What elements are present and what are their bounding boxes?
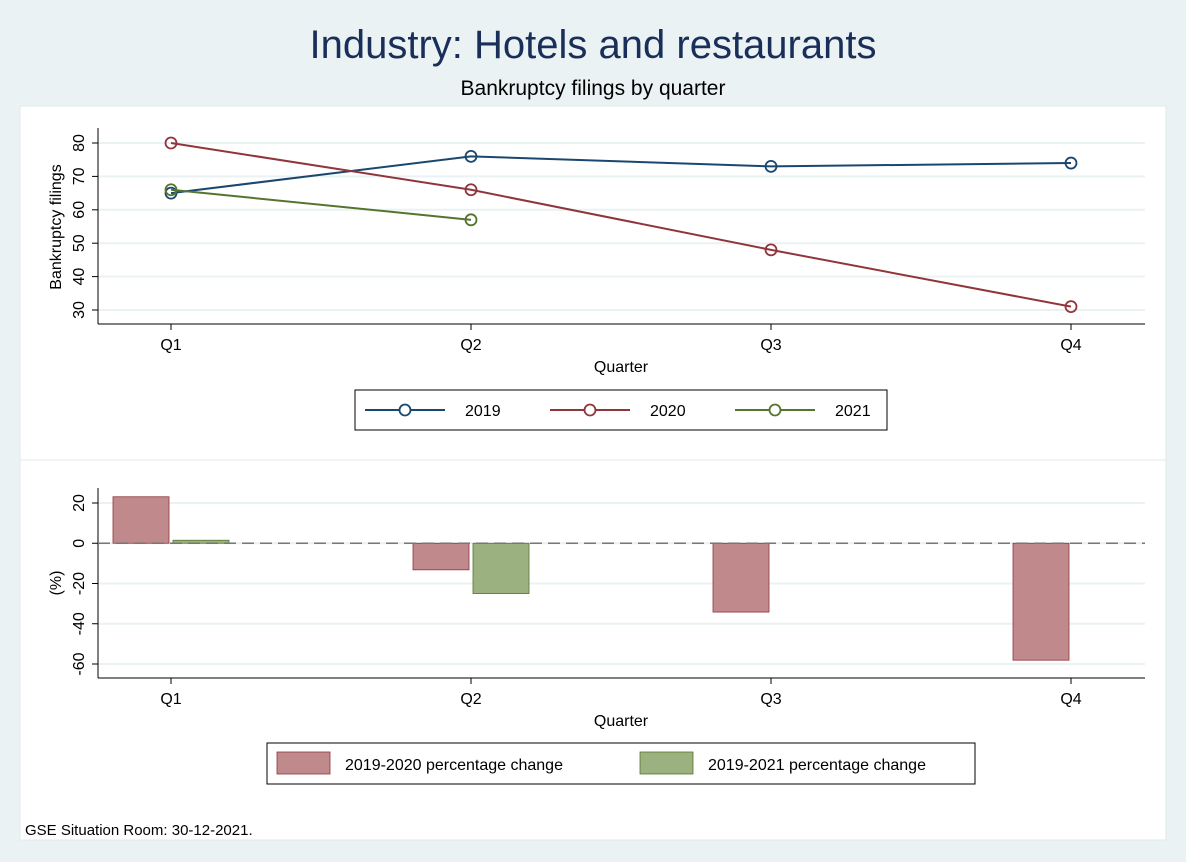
y-tick-label: 20 [71, 494, 88, 512]
x-tick-label: Q1 [160, 691, 181, 708]
data-point-2021 [464, 213, 478, 227]
y-tick-label: 50 [71, 234, 88, 252]
data-point-2020 [164, 136, 178, 150]
footer-note: GSE Situation Room: 30-12-2021. [25, 822, 253, 839]
data-point-2019 [1064, 156, 1078, 170]
series-line-2020 [170, 142, 1072, 308]
legend-label: 2021 [835, 403, 871, 420]
data-point-2019 [764, 159, 778, 173]
legend-label: 2019-2020 percentage change [345, 757, 563, 774]
y-tick-label: 30 [71, 301, 88, 319]
y-axis-title: Bankruptcy filings [48, 164, 65, 289]
legend-label: 2019-2021 percentage change [708, 757, 926, 774]
x-tick-label: Q2 [460, 691, 481, 708]
bar-2019-2021 percentage change [472, 542, 530, 594]
data-point-2020 [464, 183, 478, 197]
series-line-2019 [170, 155, 1072, 195]
x-tick-label: Q3 [760, 337, 781, 354]
bar-2019-2020 percentage change [1012, 542, 1070, 661]
legend-label: 2020 [650, 403, 686, 420]
data-point-2019 [164, 186, 178, 200]
legend [266, 742, 976, 785]
x-tick-label: Q2 [460, 337, 481, 354]
y-tick-label: 40 [71, 268, 88, 286]
y-tick-label: 0 [71, 539, 88, 548]
y-axis-title: (%) [48, 571, 65, 596]
data-point-2020 [1064, 300, 1078, 314]
data-point-2020 [764, 243, 778, 257]
x-tick-label: Q1 [160, 337, 181, 354]
legend-label: 2019 [465, 403, 501, 420]
bar-2019-2021 percentage change [172, 539, 230, 544]
x-axis-title: Quarter [594, 359, 649, 376]
legend-marker-2021 [768, 403, 782, 417]
y-tick-label: -20 [71, 572, 88, 595]
chart-subtitle: Bankruptcy filings by quarter [461, 77, 726, 100]
y-tick-label: -40 [71, 612, 88, 635]
bar-2019-2020 percentage change [712, 542, 770, 613]
legend-swatch [639, 751, 694, 775]
legend-marker-2020 [583, 403, 597, 417]
legend-swatch [276, 751, 331, 775]
x-tick-label: Q4 [1060, 691, 1081, 708]
data-point-2019 [464, 149, 478, 163]
legend-marker-2019 [398, 403, 412, 417]
data-point-2021 [164, 183, 178, 197]
y-tick-label: 60 [71, 201, 88, 219]
x-tick-label: Q4 [1060, 337, 1081, 354]
y-tick-label: 70 [71, 167, 88, 185]
y-tick-label: -60 [71, 652, 88, 675]
x-axis-title: Quarter [594, 713, 649, 730]
bar-2019-2020 percentage change [412, 542, 470, 571]
y-tick-label: 80 [71, 134, 88, 152]
bar-2019-2020 percentage change [112, 496, 170, 544]
x-tick-label: Q3 [760, 691, 781, 708]
series-line-2021 [170, 188, 472, 221]
chart-title: Industry: Hotels and restaurants [310, 23, 877, 67]
